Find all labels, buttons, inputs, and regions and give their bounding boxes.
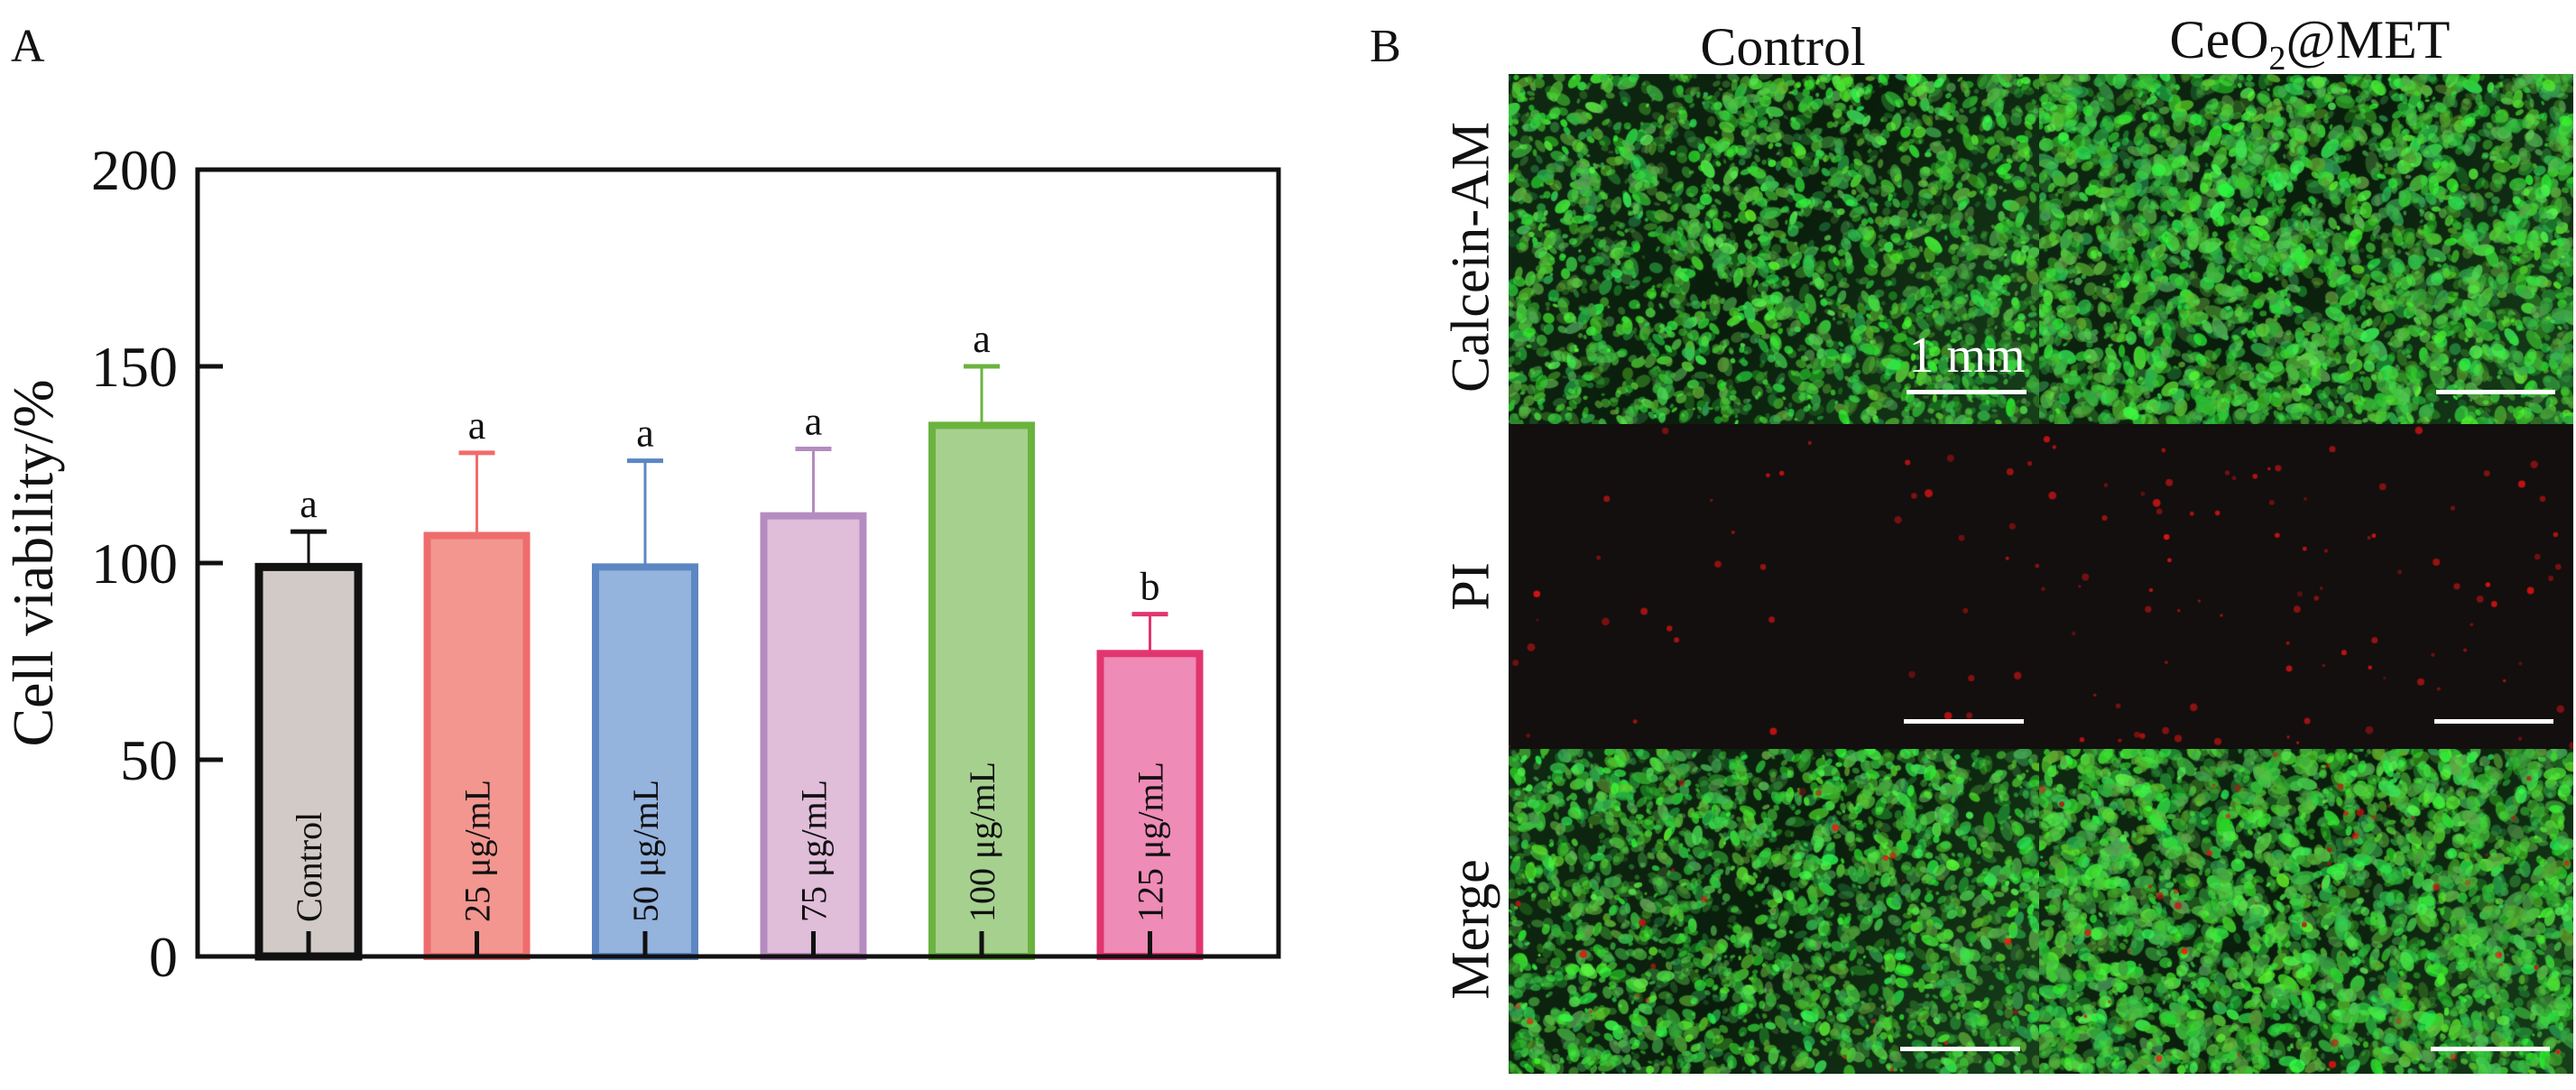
significance-letter: a	[805, 400, 823, 444]
pi-ceo2-met-image	[2039, 424, 2573, 749]
bar-label: 125 μg/mL	[1131, 762, 1171, 922]
bar-label: 100 μg/mL	[962, 762, 1002, 922]
bar-label: Control	[289, 812, 329, 922]
calcein-control-image	[1509, 74, 2039, 424]
scale-bar	[2434, 719, 2553, 724]
scale-bar-label: 1 mm	[1908, 328, 2026, 383]
scale-bar	[1904, 719, 2024, 724]
pi-control-image	[1509, 424, 2039, 749]
column-title-ceo2-met: CeO2@MET	[2170, 9, 2451, 79]
column-title-part: CeO	[2169, 10, 2269, 69]
y-tick-label: 200	[91, 138, 178, 202]
y-axis-label: Cell viability/%	[1, 379, 65, 746]
row-label-pi: PI	[1440, 562, 1500, 611]
row-label-merge: Merge	[1440, 859, 1500, 1000]
bar-label: 75 μg/mL	[794, 780, 835, 922]
bar-chart: a Control a 25 μg/mL a 50 μg/mL a 75 μg/mL a 100 …	[1, 138, 1281, 989]
bar-label: 50 μg/mL	[625, 780, 666, 922]
bar-3	[760, 512, 867, 960]
bar-2	[592, 563, 698, 960]
column-title-subscript: 2	[2268, 40, 2286, 78]
significance-letter: a	[973, 317, 991, 361]
y-tick-label: 50	[120, 728, 178, 792]
column-title-control: Control	[1700, 17, 1866, 77]
bar-0	[254, 562, 363, 961]
scale-bar	[2436, 390, 2555, 394]
bar-4	[928, 421, 1035, 960]
column-title-part: @MET	[2285, 10, 2451, 69]
row-label-calcein-am: Calcein-AM	[1440, 122, 1500, 393]
scale-bar	[1900, 1047, 2020, 1051]
scale-bar	[1907, 390, 2027, 394]
calcein-ceo2-met-image	[2039, 74, 2573, 424]
y-tick-label: 0	[149, 925, 178, 989]
merge-ceo2-met-image	[2039, 749, 2573, 1074]
significance-letter: a	[468, 403, 486, 448]
panel-b-letter: B	[1370, 21, 1401, 72]
significance-letter: a	[300, 482, 318, 526]
y-tick-label: 100	[91, 531, 178, 596]
scale-bar	[2431, 1047, 2550, 1051]
merge-control-image	[1509, 749, 2039, 1074]
panel-a-letter: A	[11, 21, 45, 72]
significance-letter: a	[636, 411, 654, 456]
bar-5	[1096, 650, 1204, 961]
y-tick-label: 150	[91, 335, 178, 399]
bar-label: 25 μg/mL	[457, 780, 498, 922]
significance-letter: b	[1140, 565, 1160, 609]
